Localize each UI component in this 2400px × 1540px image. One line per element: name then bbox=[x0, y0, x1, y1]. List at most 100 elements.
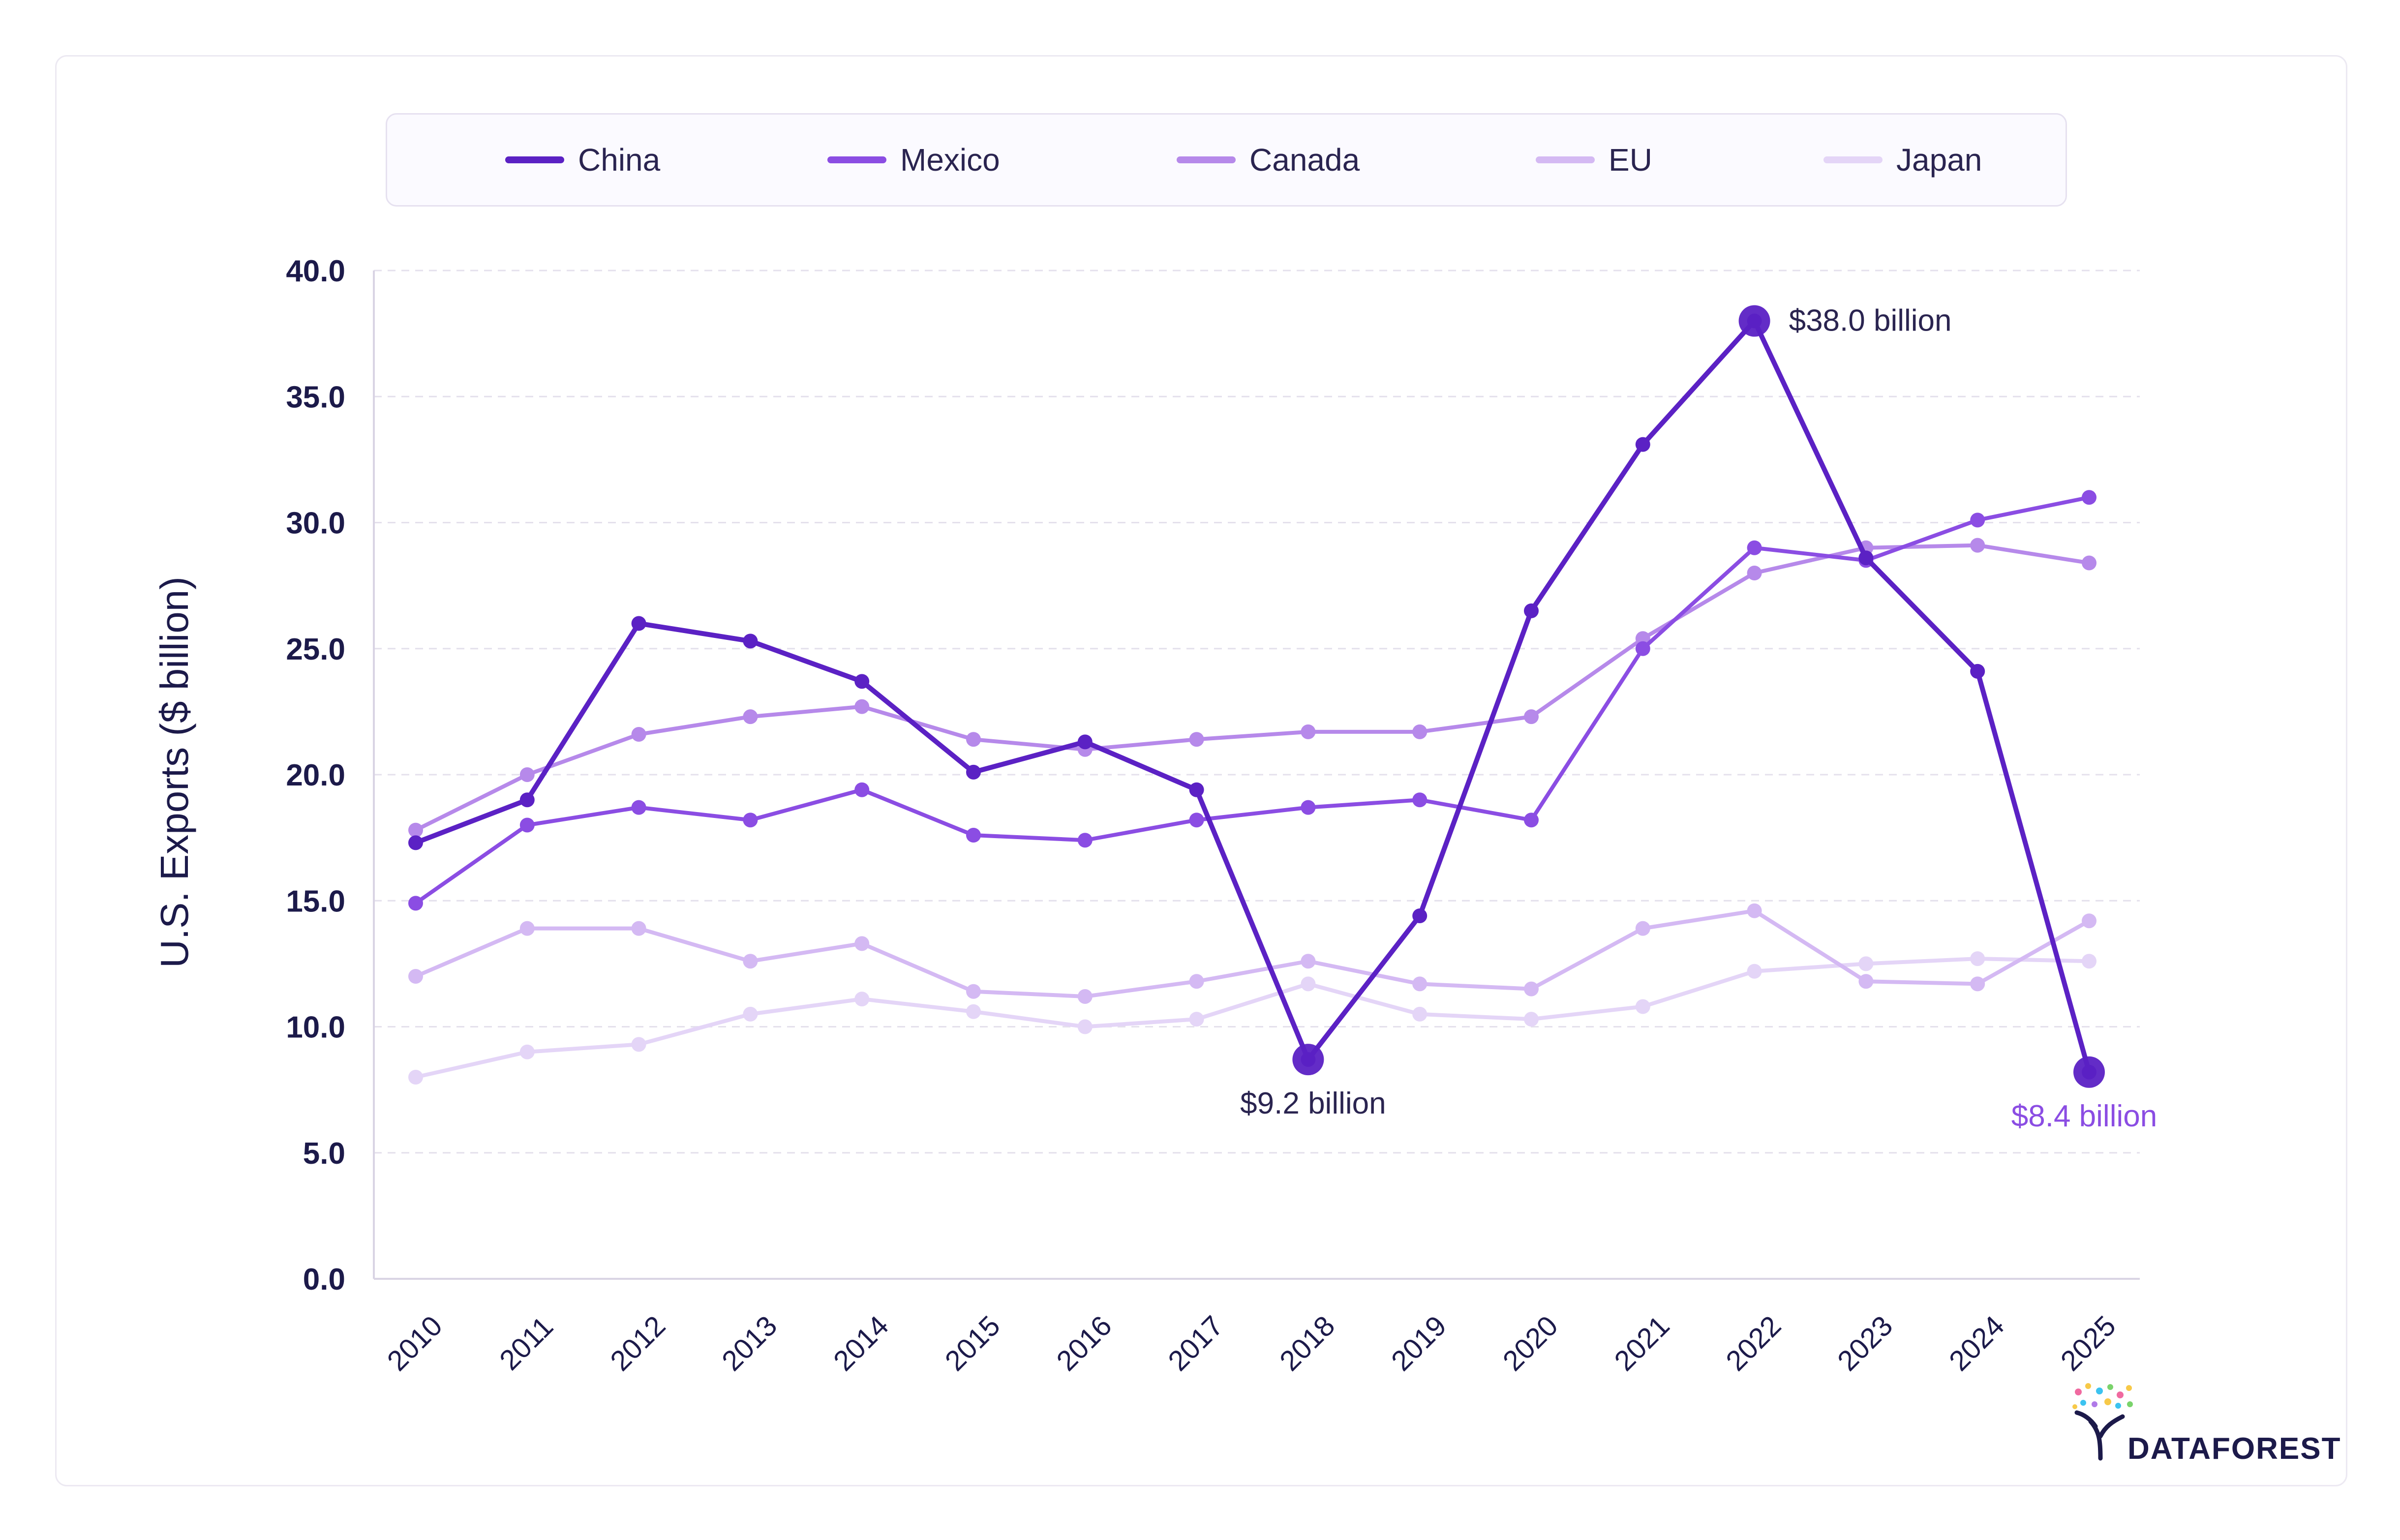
data-point bbox=[1970, 513, 1985, 528]
legend-item-canada: Canada bbox=[1177, 115, 1360, 205]
x-tick-label: 2011 bbox=[493, 1310, 559, 1376]
legend-swatch-canada bbox=[1177, 156, 1236, 163]
data-point bbox=[1301, 976, 1316, 992]
data-point bbox=[1412, 908, 1428, 923]
data-point bbox=[1524, 981, 1539, 996]
data-point bbox=[1524, 709, 1539, 725]
data-point bbox=[2082, 913, 2096, 929]
data-point bbox=[854, 936, 870, 951]
legend-label-eu: EU bbox=[1609, 142, 1652, 178]
legend-item-china: China bbox=[505, 115, 660, 205]
data-point bbox=[631, 1037, 646, 1052]
y-tick-label: 35.0 bbox=[286, 380, 345, 414]
data-point bbox=[1858, 974, 1874, 989]
grid-lines bbox=[374, 270, 2140, 1154]
y-tick-label: 20.0 bbox=[286, 758, 345, 792]
data-point bbox=[1747, 903, 1762, 918]
series-line bbox=[414, 495, 2091, 906]
y-tick-label: 10.0 bbox=[286, 1011, 345, 1045]
x-tick-label: 2010 bbox=[381, 1310, 449, 1377]
data-point bbox=[408, 1070, 423, 1085]
legend-item-mexico: Mexico bbox=[827, 115, 1000, 205]
data-point bbox=[408, 822, 423, 838]
data-point bbox=[1301, 724, 1316, 739]
y-tick-label: 25.0 bbox=[286, 633, 345, 666]
data-point bbox=[743, 954, 758, 969]
data-point bbox=[519, 792, 535, 808]
data-point bbox=[1970, 951, 1985, 966]
data-point bbox=[743, 813, 758, 828]
legend: China Mexico Canada EU Japan bbox=[386, 113, 2067, 207]
data-point bbox=[631, 616, 646, 631]
data-point bbox=[1412, 724, 1428, 739]
y-axis-ticks: 0.0 5.0 10.0 15.0 20.0 25.0 30.0 35.0 40.0 bbox=[286, 254, 345, 1297]
annotation-label: $8.4 billion bbox=[2011, 1099, 2157, 1133]
data-point bbox=[854, 782, 870, 797]
series-canada bbox=[408, 538, 2096, 838]
data-point bbox=[1858, 550, 1874, 566]
x-tick-label: 2025 bbox=[2055, 1310, 2122, 1377]
data-point bbox=[743, 1006, 758, 1022]
data-point bbox=[966, 1004, 981, 1019]
data-point bbox=[631, 800, 646, 815]
data-point bbox=[1412, 1006, 1428, 1022]
legend-label-china: China bbox=[578, 142, 661, 178]
data-point bbox=[2082, 490, 2096, 505]
data-point bbox=[1189, 782, 1204, 797]
data-point bbox=[1077, 833, 1093, 848]
data-point bbox=[1412, 792, 1428, 808]
data-point bbox=[1412, 976, 1428, 992]
data-point bbox=[1747, 540, 1762, 555]
data-point bbox=[1301, 800, 1316, 815]
legend-swatch-japan bbox=[1823, 156, 1883, 163]
annotations: $38.0 billion $9.2 billion $8.4 billion bbox=[1240, 304, 2157, 1133]
x-tick-label: 2022 bbox=[1720, 1310, 1787, 1377]
annotation-label: $38.0 billion bbox=[1789, 304, 1952, 338]
legend-swatch-mexico bbox=[827, 156, 886, 163]
data-point bbox=[631, 921, 646, 936]
x-tick-label: 2023 bbox=[1831, 1310, 1899, 1377]
x-tick-label: 2018 bbox=[1274, 1310, 1341, 1377]
data-point bbox=[519, 921, 535, 936]
data-point bbox=[1635, 437, 1650, 452]
y-axis-label: U.S. Exports ($ billion) bbox=[152, 576, 196, 968]
data-point bbox=[1635, 999, 1650, 1014]
x-tick-label: 2017 bbox=[1162, 1310, 1229, 1377]
chart-card bbox=[55, 55, 2347, 1486]
legend-swatch-eu bbox=[1536, 156, 1595, 163]
data-point bbox=[743, 634, 758, 649]
x-tick-label: 2021 bbox=[1608, 1310, 1675, 1377]
legend-item-eu: EU bbox=[1536, 115, 1652, 205]
x-tick-label: 2014 bbox=[827, 1310, 895, 1377]
data-point bbox=[966, 828, 981, 843]
axes bbox=[373, 271, 2140, 1280]
data-point bbox=[1747, 566, 1762, 580]
x-tick-label: 2013 bbox=[716, 1310, 783, 1377]
data-point bbox=[1301, 954, 1316, 969]
data-point bbox=[1077, 1019, 1093, 1034]
data-point bbox=[966, 732, 981, 747]
x-tick-label: 2012 bbox=[604, 1310, 671, 1377]
data-point bbox=[519, 817, 535, 833]
y-tick-label: 15.0 bbox=[286, 884, 345, 918]
x-tick-label: 2019 bbox=[1385, 1310, 1453, 1377]
data-point bbox=[631, 727, 646, 742]
legend-label-japan: Japan bbox=[1896, 142, 1982, 178]
x-tick-label: 2020 bbox=[1497, 1310, 1564, 1377]
data-point bbox=[2082, 954, 2096, 969]
y-tick-label: 5.0 bbox=[303, 1137, 345, 1171]
series-line bbox=[414, 543, 2091, 832]
series-line bbox=[414, 908, 2091, 998]
data-point bbox=[1635, 921, 1650, 936]
dataforest-logo: DATAFOREST bbox=[2071, 1377, 2340, 1476]
data-point bbox=[519, 767, 535, 782]
y-tick-label: 40.0 bbox=[286, 254, 345, 288]
logo-text: DATAFOREST bbox=[2127, 1432, 2341, 1466]
data-point bbox=[854, 992, 870, 1007]
data-point bbox=[966, 764, 981, 780]
series-layer bbox=[408, 313, 2096, 1085]
legend-label-canada: Canada bbox=[1249, 142, 1360, 178]
data-point bbox=[1970, 538, 1985, 553]
data-point bbox=[1189, 1012, 1204, 1027]
